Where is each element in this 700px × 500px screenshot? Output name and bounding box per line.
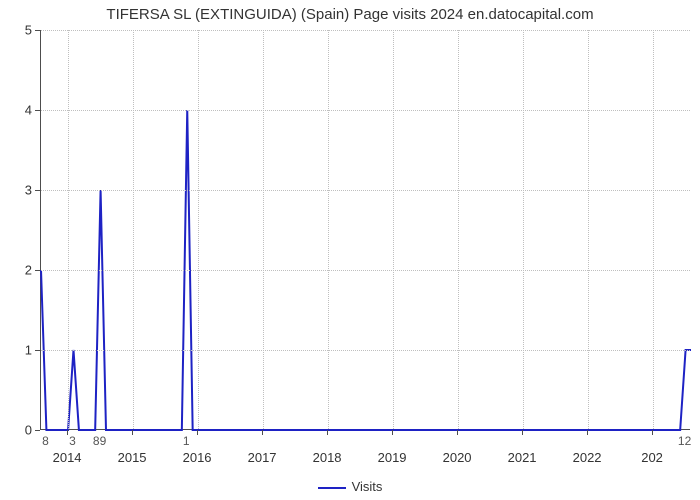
hgrid-line [41,270,690,271]
vgrid-line [393,30,394,429]
legend-swatch [318,487,346,489]
x-tick [197,430,198,435]
x-tick [522,430,523,435]
x-tick-label: 2019 [378,450,407,465]
x-tick-label: 2021 [508,450,537,465]
vgrid-line [523,30,524,429]
hgrid-line [41,190,690,191]
hgrid-line [41,30,690,31]
x-tick-label: 2020 [443,450,472,465]
x-tick-label: 2018 [313,450,342,465]
y-tick-label: 1 [2,343,32,358]
line-series [41,30,691,430]
vgrid-line [458,30,459,429]
value-label: 89 [93,434,106,448]
vgrid-line [653,30,654,429]
chart-title: TIFERSA SL (EXTINGUIDA) (Spain) Page vis… [0,6,700,23]
vgrid-line [133,30,134,429]
y-tick-label: 0 [2,423,32,438]
y-tick [35,110,40,111]
value-label: 8 [42,434,49,448]
x-tick-label: 202 [641,450,663,465]
x-tick [67,430,68,435]
x-tick [587,430,588,435]
x-tick-label: 2017 [248,450,277,465]
y-tick [35,430,40,431]
y-tick [35,190,40,191]
legend-label: Visits [352,479,383,494]
x-tick [327,430,328,435]
chart-container: TIFERSA SL (EXTINGUIDA) (Spain) Page vis… [0,0,700,500]
vgrid-line [198,30,199,429]
x-tick-label: 2015 [118,450,147,465]
value-label: 3 [69,434,76,448]
hgrid-line [41,350,690,351]
x-tick-label: 2014 [53,450,82,465]
x-tick-label: 2022 [573,450,602,465]
legend: Visits [0,479,700,494]
y-tick [35,30,40,31]
y-tick-label: 3 [2,183,32,198]
x-tick [262,430,263,435]
x-tick [652,430,653,435]
vgrid-line [588,30,589,429]
value-label: 1 [183,434,190,448]
y-tick-label: 4 [2,103,32,118]
value-label: 12 [678,434,691,448]
vgrid-line [68,30,69,429]
y-tick [35,270,40,271]
x-tick [132,430,133,435]
x-tick [457,430,458,435]
y-tick [35,350,40,351]
vgrid-line [328,30,329,429]
x-tick-label: 2016 [183,450,212,465]
y-tick-label: 5 [2,23,32,38]
vgrid-line [263,30,264,429]
y-tick-label: 2 [2,263,32,278]
x-tick [392,430,393,435]
hgrid-line [41,110,690,111]
plot-area [40,30,690,430]
